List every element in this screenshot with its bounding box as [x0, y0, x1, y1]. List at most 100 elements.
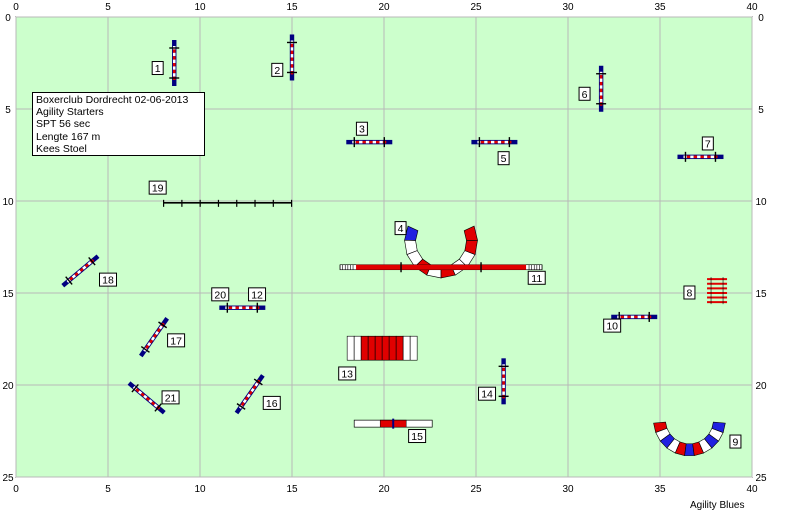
x-tick-label-bottom: 35 [654, 484, 666, 495]
pole-stripe [84, 263, 90, 268]
pole-stripe [703, 155, 708, 159]
jump-obstacle [346, 137, 393, 148]
obstacle-number-box [527, 270, 546, 285]
obstacle-number-2: 2 [274, 65, 280, 77]
obstacle-number-21: 21 [165, 392, 177, 404]
pole-stripe [502, 384, 505, 389]
obstacle-number-3: 3 [359, 124, 365, 136]
course-info-class: Agility Starters [36, 106, 104, 119]
obstacle-number-1: 1 [155, 63, 161, 75]
pole-stripe [79, 267, 84, 272]
pole-stripe [355, 140, 360, 144]
pole-stripe [502, 391, 505, 395]
pole-stripe [74, 272, 79, 277]
pole-stripe [502, 367, 505, 372]
pole-stripe [599, 75, 603, 79]
jump-upright [88, 256, 96, 266]
y-tick-label-right: 0 [758, 13, 764, 24]
pole-stripe [710, 155, 715, 159]
pole-stripe [252, 385, 257, 390]
footer-brand: Agility Blues [690, 500, 745, 511]
pole-stripe [158, 325, 163, 330]
pole-stripe [497, 140, 502, 144]
pole-stripe [143, 394, 148, 399]
pole-stripe [137, 390, 143, 395]
pole-stripe [172, 69, 176, 74]
y-tick-label-right: 5 [758, 105, 764, 116]
x-tick-label-bottom: 0 [13, 484, 19, 495]
pole-stripe [502, 371, 505, 375]
pole-stripe [290, 47, 294, 51]
course-info-box: Boxerclub Dordrecht 02-06-2013 Agility S… [32, 92, 205, 156]
obstacle-number-18: 18 [102, 275, 114, 287]
obstacle-number-box [262, 395, 281, 410]
tunnel-segment [711, 421, 726, 433]
obstacle-number-box [355, 121, 368, 136]
pole-stripe [502, 388, 505, 392]
pole-stripe [150, 336, 156, 341]
pole-stripe [494, 140, 498, 144]
pole-stripe [135, 388, 140, 393]
dogwalk-obstacle [339, 262, 543, 273]
course-info-spt: SPT 56 sec [36, 118, 91, 131]
pole-stripe [235, 306, 239, 310]
obstacles-layer [61, 34, 728, 457]
y-tick-label-right: 25 [755, 473, 767, 484]
pole-stripe [156, 328, 161, 333]
pole-stripe [362, 140, 366, 144]
x-tick-label-bottom: 40 [746, 484, 758, 495]
pole-stripe [599, 95, 603, 99]
pole-stripe [244, 396, 249, 401]
pole-stripe [697, 155, 701, 159]
x-tick-label-top: 30 [562, 2, 574, 13]
pole-stripe [149, 339, 154, 344]
obstacle-number-box [603, 318, 622, 333]
jump-obstacle [287, 34, 297, 81]
obstacle-number-box [729, 434, 742, 449]
y-tick-label-right: 15 [755, 289, 767, 300]
x-tick-label-bottom: 25 [470, 484, 482, 495]
obstacle-number-13: 13 [341, 368, 353, 380]
jump-obstacle [498, 358, 509, 405]
pole-stripe [690, 155, 694, 159]
x-tick-label-bottom: 5 [105, 484, 111, 495]
obstacle-number-11: 11 [531, 273, 542, 285]
pole-stripe [707, 155, 711, 159]
tunnel-segment [463, 225, 478, 241]
pole-stripe [599, 98, 603, 103]
pole-stripe [504, 140, 508, 144]
pole-stripe [140, 392, 145, 397]
tunnel-segment [388, 335, 397, 361]
pole-stripe [153, 403, 158, 408]
pole-stripe [620, 315, 625, 319]
y-tick-label-left: 5 [5, 105, 11, 116]
jump-upright [158, 321, 168, 329]
x-tick-label-top: 20 [378, 2, 390, 13]
pole-stripe [290, 43, 294, 48]
pole-stripe [254, 382, 259, 387]
long-jump-obstacle [163, 199, 293, 207]
pole-stripe [624, 315, 628, 319]
pole-stripe [232, 306, 236, 310]
obstacle-number-20: 20 [214, 289, 226, 301]
pole-stripe [502, 374, 505, 378]
pole-stripe [501, 140, 505, 144]
tunnel-segment [360, 335, 369, 361]
pole-stripe [248, 390, 253, 395]
obstacle-number-box [148, 180, 167, 195]
pole-stripe [599, 88, 603, 93]
jump-obstacle [139, 317, 169, 358]
jump-obstacle [169, 40, 180, 86]
tunnel-segment [402, 335, 411, 361]
pole-stripe [238, 306, 243, 310]
dogwalk-plank-center [356, 264, 527, 270]
pole-stripe [480, 140, 485, 144]
pole-stripe [249, 306, 253, 310]
pole-stripe [369, 140, 373, 144]
obstacle-number-box [338, 366, 357, 381]
jump-upright [236, 403, 246, 410]
pole-stripe [484, 140, 488, 144]
jump-obstacle [596, 65, 607, 112]
